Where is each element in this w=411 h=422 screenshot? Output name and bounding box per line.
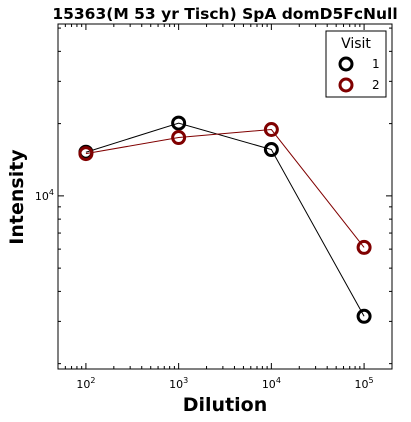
series-2-point [171,130,187,146]
plot-frame [57,23,393,370]
series-1-line [85,122,365,317]
legend-label-2: 2 [372,78,380,92]
series-2-line [85,128,365,248]
series-2-point [78,146,94,162]
tick-labels: 102 103 104 105 104 [35,188,374,391]
legend-marker-1 [338,56,354,72]
legend-label-1: 1 [372,57,380,71]
axis-ticks [57,24,393,369]
x-axis-label: Dilution [183,394,268,416]
series-layer [78,115,372,324]
y-axis-label: Intensity [6,149,28,245]
legend-title: Visit [341,36,371,52]
legend-marker-2 [338,77,354,93]
legend: Visit 1 2 [325,30,387,98]
legend-box [325,30,387,98]
x-tick-label: 102 [76,376,95,391]
chart-title: 15363(M 53 yr Tisch) SpA domD5FcNull [52,5,397,23]
series-2-point [356,239,372,255]
series-2-point [263,122,279,138]
series-1-point [356,308,372,324]
x-tick-label: 104 [262,376,281,391]
y-tick-label: 104 [35,188,54,203]
x-tick-label: 105 [355,376,374,391]
series-1-point [263,142,279,158]
x-tick-label: 103 [169,376,188,391]
series-1-point [171,115,187,131]
